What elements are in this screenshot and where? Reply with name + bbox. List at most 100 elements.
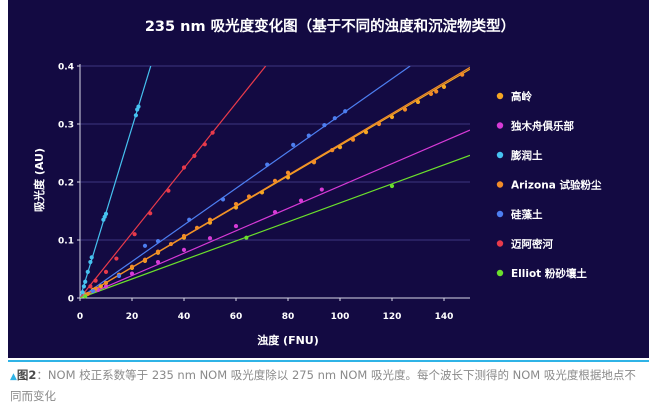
data-point [155, 249, 161, 254]
data-point [343, 109, 348, 114]
legend-swatch [496, 122, 504, 129]
gridlines [80, 65, 470, 241]
data-point [207, 236, 213, 241]
data-point [330, 148, 335, 153]
data-point [428, 91, 434, 96]
data-point [155, 259, 161, 265]
x-tick-label: 120 [383, 312, 402, 322]
legend-swatch [496, 181, 504, 188]
data-point [202, 142, 207, 147]
data-point [83, 294, 88, 299]
data-point [90, 288, 96, 294]
data-point [83, 279, 88, 284]
data-point [181, 165, 187, 170]
data-point [88, 284, 93, 289]
caption-divider [8, 360, 649, 362]
data-point [136, 104, 141, 109]
y-tick-label: 0.2 [58, 179, 74, 189]
data-point [116, 273, 122, 279]
data-point [129, 271, 135, 276]
data-point [272, 210, 278, 215]
legend-label: Elliot 粉砂壤土 [511, 267, 587, 280]
data-point [181, 247, 187, 252]
trend-line [80, 66, 267, 298]
data-point [306, 133, 311, 138]
data-point [103, 284, 109, 289]
data-point [244, 235, 249, 240]
caption-figure-number: 图2 [16, 368, 37, 382]
data-point [363, 130, 369, 135]
legend-swatch [496, 151, 504, 159]
legend-swatch [496, 92, 504, 100]
data-point [207, 220, 213, 225]
data-point [285, 175, 291, 180]
legend-label: 迈阿密河 [511, 238, 553, 251]
data-point [272, 178, 278, 183]
data-point [114, 256, 119, 261]
data-point [142, 257, 148, 262]
data-point [332, 116, 337, 121]
data-point [194, 225, 200, 230]
chart-panel: 235 nm 吸光度变化图（基于不同的浊度和沉淀物类型） 0 0.1 0.2 0.3 0… [8, 0, 649, 358]
y-tick-label: 0 [68, 295, 74, 305]
legend-label: 硅藻土 [511, 208, 543, 221]
data-point [402, 107, 408, 112]
x-axis-label: 浊度 (FNU) [257, 333, 319, 347]
data-point [233, 205, 239, 210]
data-point [441, 84, 447, 89]
data-point [322, 123, 327, 128]
data-points [80, 72, 465, 299]
data-point [233, 201, 239, 207]
data-point [155, 239, 161, 244]
data-point [181, 233, 187, 239]
data-point [103, 280, 109, 286]
data-point [148, 211, 153, 216]
data-point [233, 223, 239, 229]
data-point [291, 142, 296, 147]
data-point [220, 197, 226, 202]
data-point [132, 232, 137, 237]
data-point [389, 114, 395, 120]
data-point [246, 194, 252, 199]
data-point [298, 198, 304, 203]
trend-line [80, 66, 411, 298]
data-point [103, 269, 109, 274]
x-tick-label: 0 [77, 312, 83, 322]
data-point [89, 255, 94, 260]
legend-swatch [496, 240, 504, 247]
data-point [376, 121, 382, 127]
data-point [93, 278, 98, 283]
data-point [210, 130, 215, 135]
data-point [259, 190, 265, 195]
data-point [81, 284, 86, 289]
data-point [98, 284, 103, 289]
data-point [389, 183, 395, 189]
legend-label: Arizona 试验粉尘 [511, 179, 602, 192]
data-point [207, 217, 213, 222]
figure-caption: ▲图2：NOM 校正系数等于 235 nm NOM 吸光度除以 275 nm N… [10, 366, 646, 406]
data-point [85, 269, 90, 274]
y-tick-label: 0.1 [58, 237, 74, 247]
data-point [129, 264, 135, 269]
legend-swatch [496, 210, 504, 218]
chart-canvas: 235 nm 吸光度变化图（基于不同的浊度和沉淀物类型） 00.10.20.30… [32, 17, 602, 347]
data-point [142, 243, 148, 248]
x-tick-label: 140 [435, 312, 454, 322]
caption-marker: ▲ [10, 372, 17, 382]
y-axis-label: 吸光度 (AU) [32, 148, 46, 212]
data-point [285, 170, 291, 175]
legend-label: 膨润土 [511, 149, 543, 162]
data-point [265, 162, 270, 167]
y-tick-label: 0.4 [58, 63, 74, 73]
legend-label: 独木舟俱乐部 [510, 120, 574, 133]
data-point [168, 241, 174, 247]
data-point [319, 187, 324, 192]
data-point [187, 217, 192, 222]
data-point [103, 211, 109, 216]
caption-text: ：NOM 校正系数等于 235 nm NOM 吸光度除以 275 nm NOM … [10, 368, 636, 403]
x-tick-label: 40 [178, 312, 191, 322]
x-tick-label: 20 [126, 312, 139, 322]
x-tick-label: 80 [282, 312, 295, 322]
legend-label: 高岭 [511, 90, 532, 103]
